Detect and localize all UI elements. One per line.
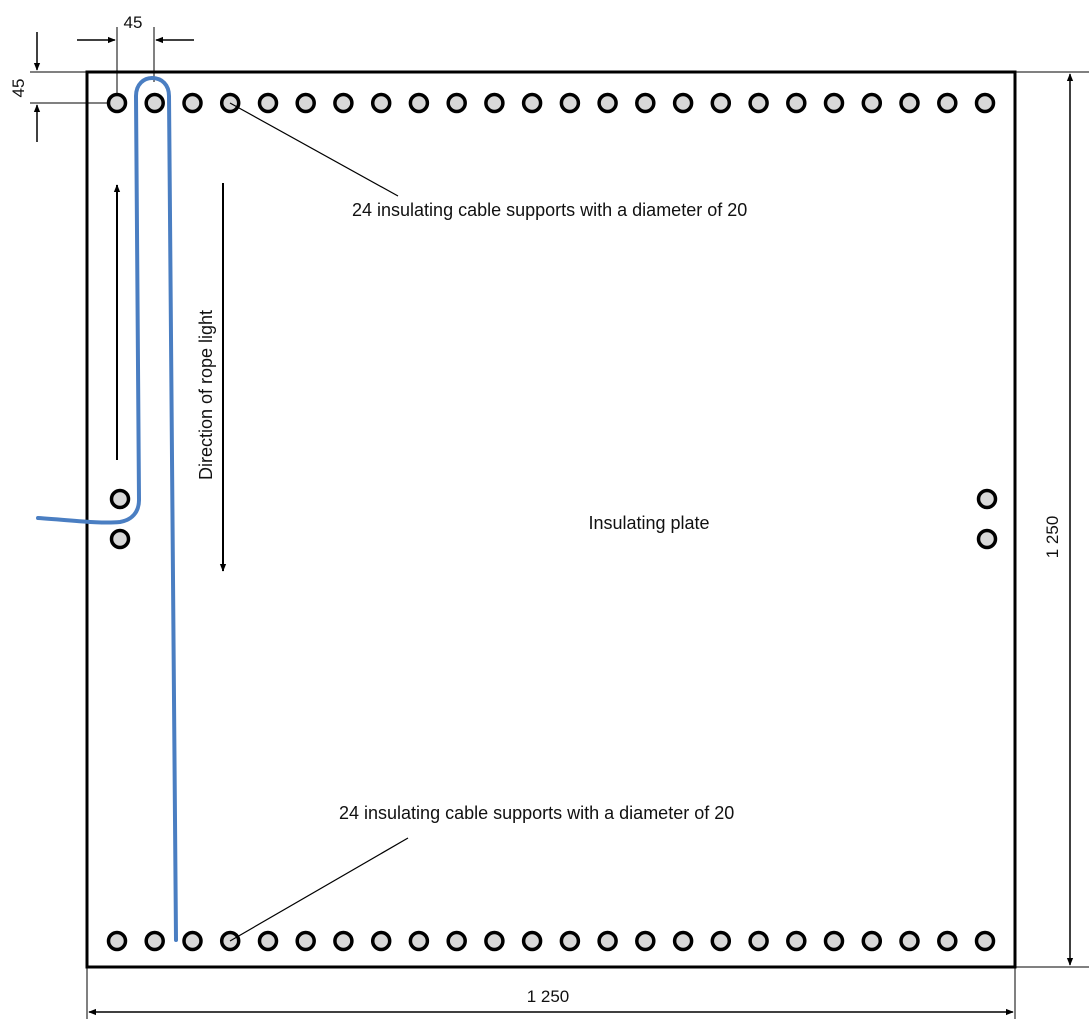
insulating-plate bbox=[85, 70, 1017, 969]
top-leader-line bbox=[229, 102, 399, 197]
cable-support bbox=[823, 930, 845, 952]
cable-support bbox=[408, 92, 430, 114]
bottom-support-row bbox=[106, 930, 996, 952]
cable-support bbox=[786, 92, 807, 114]
cable-support bbox=[974, 930, 996, 952]
cable-support bbox=[748, 930, 769, 952]
cable-support bbox=[597, 92, 618, 114]
cable-support bbox=[109, 488, 131, 510]
cable-support bbox=[106, 930, 128, 952]
cable-support bbox=[182, 92, 203, 114]
dimension-height-label: 1 250 bbox=[1043, 516, 1062, 559]
cable-support bbox=[521, 92, 543, 114]
cable-support bbox=[182, 930, 203, 952]
cable-support bbox=[937, 930, 958, 952]
cable-support bbox=[861, 930, 883, 952]
cable-support bbox=[144, 92, 165, 114]
cable-support bbox=[408, 930, 430, 952]
rope-light bbox=[36, 76, 178, 942]
dimension-spacing-horizontal-label: 45 bbox=[124, 13, 143, 32]
top-support-row bbox=[106, 92, 996, 114]
cable-support bbox=[899, 92, 920, 114]
cable-support bbox=[484, 930, 505, 952]
cable-support bbox=[370, 92, 392, 114]
cable-support bbox=[521, 930, 543, 952]
cable-support bbox=[899, 930, 920, 952]
cable-support bbox=[295, 930, 316, 952]
cable-support bbox=[710, 930, 732, 952]
direction-label: Direction of rope light bbox=[196, 310, 216, 480]
cable-support bbox=[861, 92, 883, 114]
cable-support bbox=[370, 930, 392, 952]
cable-support bbox=[635, 92, 656, 114]
cable-support bbox=[786, 930, 807, 952]
cable-support bbox=[333, 930, 354, 952]
cable-support bbox=[484, 92, 505, 114]
cable-support bbox=[635, 930, 656, 952]
cable-support bbox=[446, 930, 467, 952]
cable-support bbox=[257, 92, 279, 114]
cable-support bbox=[559, 92, 581, 114]
cable-support bbox=[144, 930, 165, 952]
dimension-spacing-horizontal: 45 bbox=[77, 13, 194, 103]
cable-support bbox=[672, 930, 694, 952]
cable-support bbox=[295, 92, 316, 114]
cable-support bbox=[976, 488, 998, 510]
cable-support bbox=[446, 92, 467, 114]
cable-support bbox=[748, 92, 769, 114]
dimension-spacing-vertical: 45 bbox=[9, 32, 107, 142]
cable-support bbox=[823, 92, 845, 114]
cable-support bbox=[106, 92, 128, 114]
dimension-width: 1 250 bbox=[86, 967, 1016, 1019]
right-side-supports bbox=[976, 488, 998, 550]
plate-label: Insulating plate bbox=[588, 513, 709, 533]
cable-support bbox=[974, 92, 996, 114]
cable-support bbox=[257, 930, 279, 952]
cable-support bbox=[559, 930, 581, 952]
cable-support bbox=[710, 92, 732, 114]
bottom-leader-line bbox=[229, 837, 409, 942]
dimension-height: 1 250 bbox=[1015, 71, 1089, 968]
left-side-supports bbox=[109, 488, 131, 550]
bottom-supports-label: 24 insulating cable supports with a diam… bbox=[339, 803, 734, 823]
cable-support bbox=[597, 930, 618, 952]
dimension-spacing-vertical-label: 45 bbox=[9, 79, 28, 98]
cable-support bbox=[672, 92, 694, 114]
cable-support bbox=[109, 528, 131, 550]
cable-support bbox=[333, 92, 354, 114]
top-supports-label: 24 insulating cable supports with a diam… bbox=[352, 200, 747, 220]
cable-support bbox=[937, 92, 958, 114]
dimension-width-label: 1 250 bbox=[527, 987, 570, 1006]
cable-support bbox=[976, 528, 998, 550]
